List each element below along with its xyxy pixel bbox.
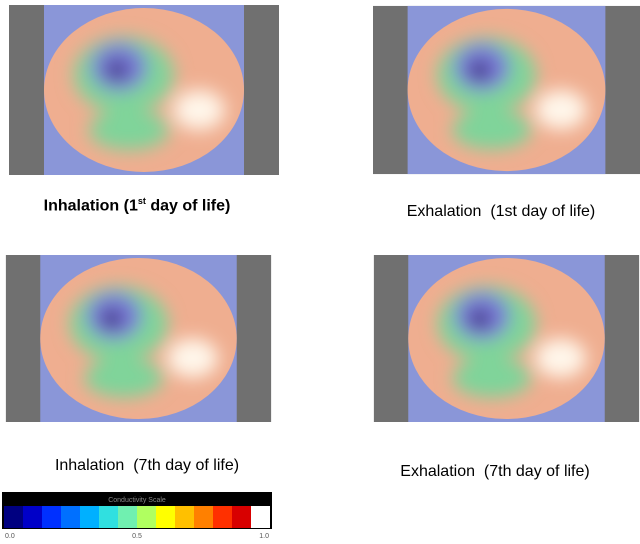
scale-label: 1.0 xyxy=(259,533,269,540)
caption: Exhalation (1st day of life) xyxy=(351,203,640,221)
scale-cells xyxy=(4,506,270,528)
scale-label: 0.0 xyxy=(5,533,15,540)
page: Inhalation (1st day of life) Exhalation … xyxy=(0,0,640,544)
eit-image xyxy=(373,255,640,422)
caption: Inhalation (7th day of life) xyxy=(0,457,297,475)
scale-title: Conductivity Scale xyxy=(108,497,166,504)
caption-sup: st xyxy=(138,196,146,206)
eit-image xyxy=(373,5,640,175)
caption-text: Inhalation (1 xyxy=(44,197,138,214)
caption: Inhalation (1st day of life) xyxy=(0,196,287,215)
eit-image xyxy=(8,5,280,175)
caption: Exhalation (7th day of life) xyxy=(345,463,640,481)
caption-text: day of life) xyxy=(146,197,230,214)
color-scale: Conductivity Scale 0.0 0.5 1.0 xyxy=(2,492,272,542)
eit-image xyxy=(5,255,272,422)
scale-label: 0.5 xyxy=(132,533,142,540)
